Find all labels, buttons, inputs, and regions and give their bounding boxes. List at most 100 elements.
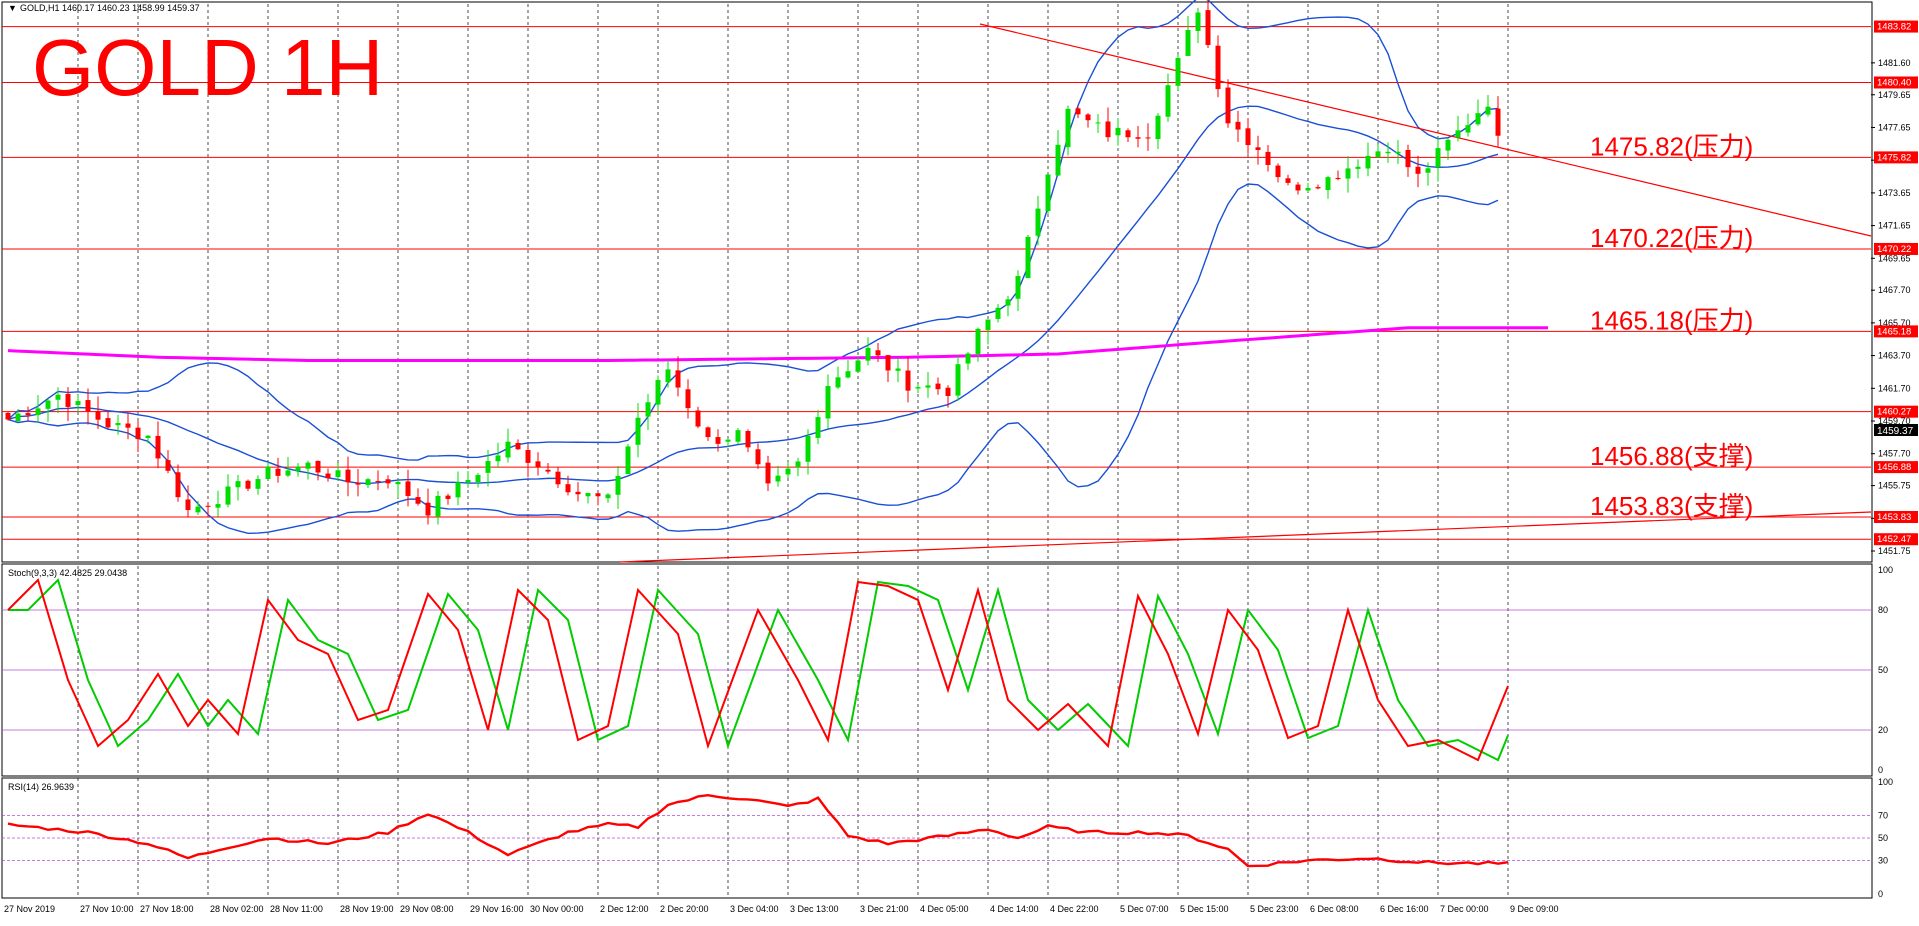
candle-body [155, 435, 161, 459]
price-tick-label: 1471.65 [1878, 221, 1911, 231]
time-axis-label: 27 Nov 10:00 [80, 904, 134, 914]
candle-body [685, 389, 691, 409]
time-axis-label: 28 Nov 11:00 [270, 904, 323, 914]
bb-upper[interactable] [7, 0, 1499, 461]
price-tag [1874, 20, 1918, 33]
candle-body [415, 497, 421, 504]
candle-body [865, 347, 871, 361]
candle-body [205, 505, 211, 507]
price-tick-label: 1467.70 [1878, 285, 1911, 295]
candle-body [215, 504, 221, 508]
stoch-levels [2, 609, 1871, 731]
rsi-header: RSI(14) 26.9639 [8, 782, 74, 792]
candle-body [1245, 128, 1251, 146]
candle-body [135, 427, 141, 440]
time-axis-label: 5 Dec 23:00 [1250, 904, 1299, 914]
price-tick-label: 1465.70 [1878, 318, 1911, 328]
chart-menu-triangle-icon[interactable]: ▼ [8, 3, 17, 13]
horizontal-levels [2, 26, 1871, 540]
candle-body [565, 484, 571, 493]
rsi-line [7, 793, 1509, 868]
candle-body [375, 480, 381, 482]
candle-body [405, 481, 411, 496]
candle-body [945, 387, 951, 396]
candle-body [1005, 299, 1011, 306]
price-tag-label: 1483.82 [1877, 22, 1911, 33]
candle-body [855, 360, 861, 372]
price-tag-label: 1480.40 [1877, 77, 1911, 88]
resistance-trendline[interactable] [979, 23, 1872, 237]
candle-body [835, 377, 841, 388]
candle-body [905, 370, 911, 391]
candle-body [715, 437, 721, 444]
candle-body [465, 479, 471, 483]
candle-body [1285, 178, 1291, 183]
ma-line[interactable] [7, 326, 1548, 362]
candle-body [1445, 139, 1451, 151]
time-axis-label: 3 Dec 04:00 [730, 904, 779, 914]
candle-body [1385, 151, 1391, 154]
candle-body [1125, 130, 1131, 138]
current-price-tag: 1459.37 [1874, 424, 1918, 437]
candle-body [5, 412, 11, 420]
stoch-axis-label: 50 [1878, 665, 1888, 675]
time-axis-label: 4 Dec 14:00 [990, 904, 1039, 914]
stoch-axis-label: 80 [1878, 605, 1888, 615]
time-axis-label: 30 Nov 00:00 [530, 904, 584, 914]
candle-body [335, 470, 341, 478]
price-tick-label: 1477.65 [1878, 122, 1911, 132]
candle-body [655, 380, 661, 405]
candle-body [575, 491, 581, 495]
price-tag-label: 1475.82 [1877, 152, 1911, 163]
price-tag [1874, 151, 1918, 164]
candle-body [235, 481, 241, 488]
candle-body [805, 436, 811, 462]
candle-body [1135, 137, 1141, 139]
candle-body [255, 479, 261, 489]
price-tag-label: 1452.47 [1877, 534, 1911, 545]
candle-body [265, 466, 271, 480]
candle-body [995, 307, 1001, 319]
time-axis-label: 7 Dec 00:00 [1440, 904, 1489, 914]
candle-body [1365, 155, 1371, 169]
stoch-header: Stoch(9,3,3) 42.4825 29.0438 [8, 568, 127, 578]
candle-body [505, 441, 511, 458]
candle-body [1165, 85, 1171, 117]
candle-body [1295, 184, 1301, 191]
candle-body [275, 468, 281, 476]
candle-body [185, 499, 191, 511]
bb-middle[interactable] [7, 105, 1499, 485]
price-tick-label: 1479.65 [1878, 90, 1911, 100]
candle-body [75, 401, 81, 406]
candle-body [65, 393, 71, 407]
bb-lower[interactable] [7, 183, 1499, 535]
candle-body [695, 410, 701, 427]
time-axis-label: 27 Nov 2019 [4, 904, 55, 914]
time-axis-label: 5 Dec 07:00 [1120, 904, 1169, 914]
support-trendline[interactable] [619, 511, 1872, 563]
candle-body [445, 495, 451, 499]
candle-body [1205, 10, 1211, 45]
candle-body [775, 475, 781, 482]
candle-body [25, 413, 31, 416]
candle-body [245, 480, 251, 489]
price-tags: 1483.82 1480.40 1475.82 1470.22 1465.18 1460.… [1874, 20, 1918, 546]
candle-body [1405, 149, 1411, 168]
candle-body [1475, 113, 1481, 125]
time-axis-label: 3 Dec 13:00 [790, 904, 839, 914]
candle-body [895, 368, 901, 371]
price-tag [1874, 325, 1918, 338]
candle-body [145, 435, 151, 438]
candle-body [1355, 166, 1361, 169]
candle-body [545, 469, 551, 472]
price-tick-label: 1457.70 [1878, 449, 1911, 459]
rsi-axis-label: 70 [1878, 811, 1888, 821]
candle-body [555, 471, 561, 485]
candle-body [1425, 168, 1431, 173]
stoch-axis-label: 20 [1878, 725, 1888, 735]
time-axis-label: 4 Dec 05:00 [920, 904, 969, 914]
trendlines [619, 23, 1872, 563]
candle-body [105, 418, 111, 428]
